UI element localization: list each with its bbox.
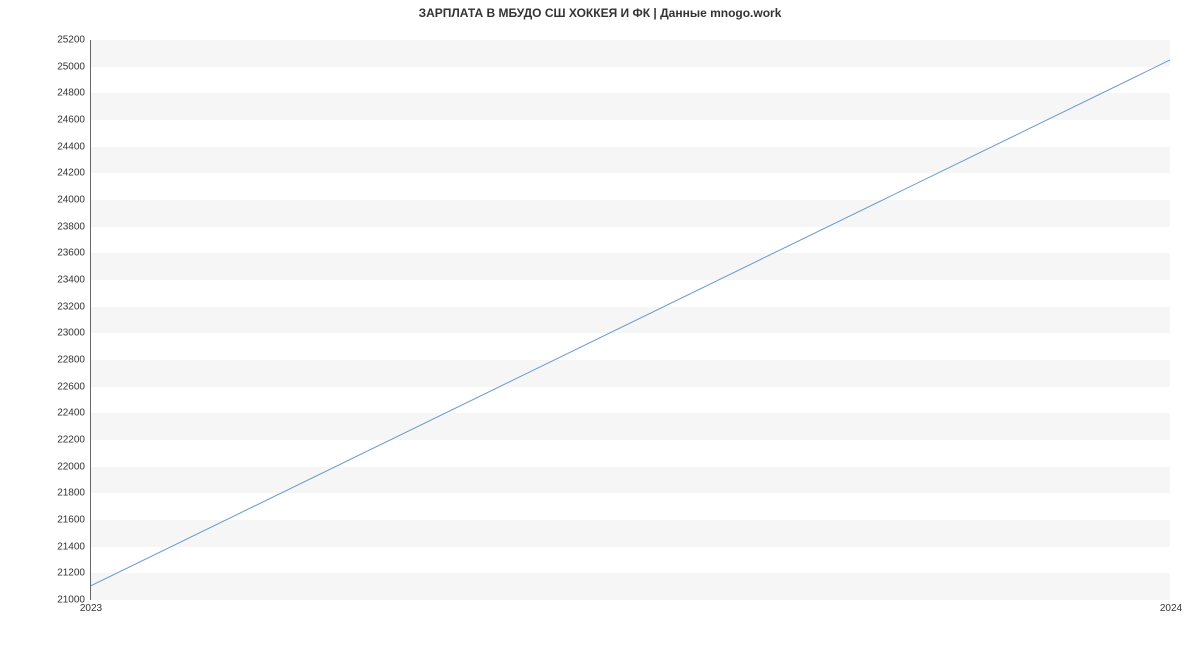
- line-series-svg: [91, 40, 1170, 599]
- y-tick-label: 22000: [57, 461, 85, 472]
- plot-area: 2100021200214002160021800220002220022400…: [90, 40, 1170, 600]
- y-tick-label: 21400: [57, 541, 85, 552]
- y-tick-label: 22800: [57, 355, 85, 366]
- y-tick-label: 25000: [57, 61, 85, 72]
- y-tick-label: 23600: [57, 248, 85, 259]
- y-tick-label: 22600: [57, 381, 85, 392]
- y-tick-label: 24000: [57, 195, 85, 206]
- y-tick-label: 22400: [57, 408, 85, 419]
- y-tick-label: 24600: [57, 115, 85, 126]
- y-tick-label: 24800: [57, 88, 85, 99]
- chart-title: ЗАРПЛАТА В МБУДО СШ ХОККЕЯ И ФК | Данные…: [0, 6, 1200, 20]
- y-tick-label: 25200: [57, 35, 85, 46]
- y-tick-label: 21600: [57, 515, 85, 526]
- y-tick-label: 23000: [57, 328, 85, 339]
- y-tick-label: 21200: [57, 568, 85, 579]
- y-tick-label: 23400: [57, 275, 85, 286]
- y-tick-label: 24400: [57, 141, 85, 152]
- salary-chart: ЗАРПЛАТА В МБУДО СШ ХОККЕЯ И ФК | Данные…: [0, 0, 1200, 650]
- y-tick-label: 23200: [57, 301, 85, 312]
- y-tick-label: 23800: [57, 221, 85, 232]
- y-tick-label: 21800: [57, 488, 85, 499]
- line-series-salary: [91, 60, 1170, 586]
- y-tick-label: 24200: [57, 168, 85, 179]
- x-tick-label: 2023: [80, 603, 102, 614]
- x-tick-label: 2024: [1160, 603, 1182, 614]
- y-tick-label: 22200: [57, 435, 85, 446]
